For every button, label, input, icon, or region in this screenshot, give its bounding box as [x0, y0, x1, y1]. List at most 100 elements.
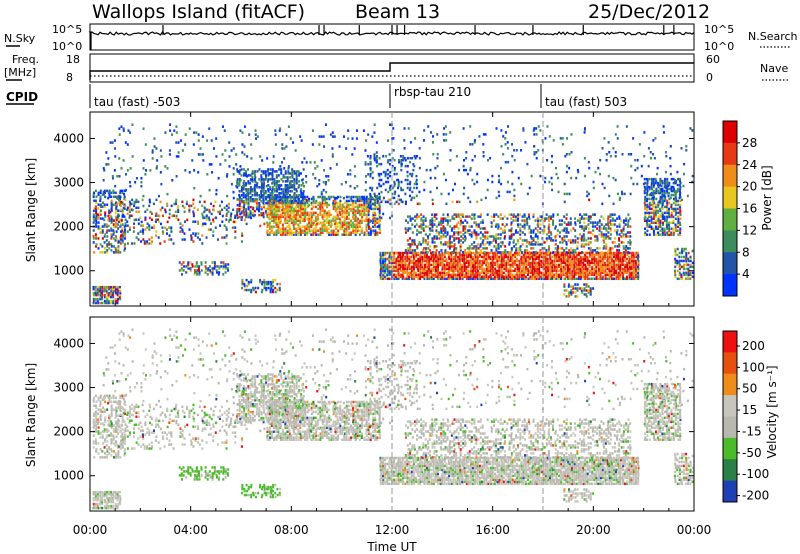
- power-cell: [265, 286, 268, 290]
- power-cell: [630, 251, 633, 255]
- power-cell: [507, 275, 510, 279]
- power-cell: [212, 204, 215, 208]
- power-cell: [468, 233, 471, 236]
- power-cell: [628, 273, 631, 277]
- power-cell: [211, 271, 214, 274]
- power-cell: [542, 273, 545, 277]
- power-cell: [483, 269, 486, 273]
- power-cell: [407, 227, 410, 230]
- power-cell: [369, 168, 372, 172]
- power-cell: [293, 193, 296, 197]
- power-cell: [302, 219, 305, 223]
- power-cell: [564, 251, 567, 255]
- power-cell: [378, 184, 381, 188]
- power-cell: [200, 261, 203, 264]
- power-cell: [650, 203, 653, 207]
- power-cell: [522, 257, 525, 261]
- power-cell: [544, 273, 547, 277]
- power-cell: [579, 263, 582, 267]
- power-cell: [369, 198, 372, 202]
- power-cell: [616, 233, 619, 236]
- power-cell: [104, 195, 107, 199]
- power-cell: [243, 201, 246, 205]
- power-cell: [166, 220, 169, 224]
- power-cell: [547, 247, 550, 250]
- power-cell: [531, 265, 534, 269]
- power-cell: [105, 301, 108, 305]
- power-cell: [341, 223, 344, 227]
- power-cell: [442, 219, 445, 222]
- power-cell: [412, 253, 415, 257]
- power-cell: [101, 245, 104, 248]
- power-cell: [298, 199, 301, 203]
- power-cell: [106, 229, 109, 232]
- power-cell: [212, 147, 215, 150]
- power-cell: [454, 273, 457, 277]
- power-cell: [607, 225, 610, 228]
- power-cell: [105, 239, 108, 242]
- power-cell: [175, 175, 178, 178]
- power-cell: [332, 201, 335, 205]
- power-cell: [597, 253, 600, 257]
- power-cell: [477, 247, 480, 250]
- power-cell: [599, 273, 602, 277]
- power-cell: [378, 174, 381, 178]
- power-cell: [109, 291, 112, 295]
- power-cell: [295, 178, 298, 181]
- power-cell: [290, 229, 293, 232]
- power-cell: [505, 277, 508, 281]
- power-cell: [134, 180, 137, 184]
- power-cell: [450, 263, 453, 267]
- power-cell: [479, 227, 482, 230]
- power-cell: [247, 288, 250, 292]
- power-cell: [542, 255, 545, 259]
- power-cell: [424, 247, 427, 250]
- power-cell: [591, 251, 594, 254]
- power-cell: [118, 295, 121, 299]
- power-cell: [323, 229, 326, 232]
- power-cell: [452, 259, 455, 263]
- power-cell: [487, 277, 490, 281]
- power-cell: [354, 209, 357, 213]
- power-cell: [106, 243, 109, 246]
- power-cell: [225, 218, 228, 221]
- power-cell: [131, 123, 134, 126]
- power-cell: [105, 251, 108, 254]
- power-cell: [617, 259, 620, 263]
- power-cell: [613, 255, 616, 259]
- power-cell: [575, 271, 578, 275]
- power-cell: [105, 299, 108, 303]
- power-cell: [679, 205, 682, 209]
- power-cell: [526, 273, 529, 277]
- power-cell: [117, 289, 120, 293]
- power-cell: [527, 269, 530, 273]
- power-cell: [677, 211, 680, 215]
- power-cell: [498, 271, 501, 275]
- power-cell: [565, 223, 568, 226]
- power-cell: [587, 247, 590, 250]
- power-cell: [358, 221, 361, 225]
- power-cell: [536, 241, 539, 244]
- power-cell: [431, 221, 434, 224]
- power-cell: [604, 227, 607, 230]
- power-cell: [453, 233, 456, 236]
- power-cell: [580, 215, 583, 218]
- power-cell: [560, 259, 563, 263]
- power-cell: [363, 201, 366, 205]
- power-cell: [450, 269, 453, 273]
- power-cell: [499, 241, 502, 244]
- power-cell: [192, 212, 195, 216]
- power-cell: [317, 229, 320, 232]
- power-cell: [223, 236, 226, 239]
- power-cell: [516, 219, 519, 222]
- power-cell: [375, 158, 378, 162]
- power-cell: [314, 201, 317, 205]
- power-cell: [343, 205, 346, 209]
- power-cell: [103, 241, 106, 244]
- power-cell: [573, 269, 576, 273]
- power-cell: [115, 224, 118, 227]
- power-cell: [672, 221, 675, 225]
- power-cell: [381, 253, 384, 257]
- power-cell: [507, 251, 510, 255]
- power-cell: [448, 269, 451, 273]
